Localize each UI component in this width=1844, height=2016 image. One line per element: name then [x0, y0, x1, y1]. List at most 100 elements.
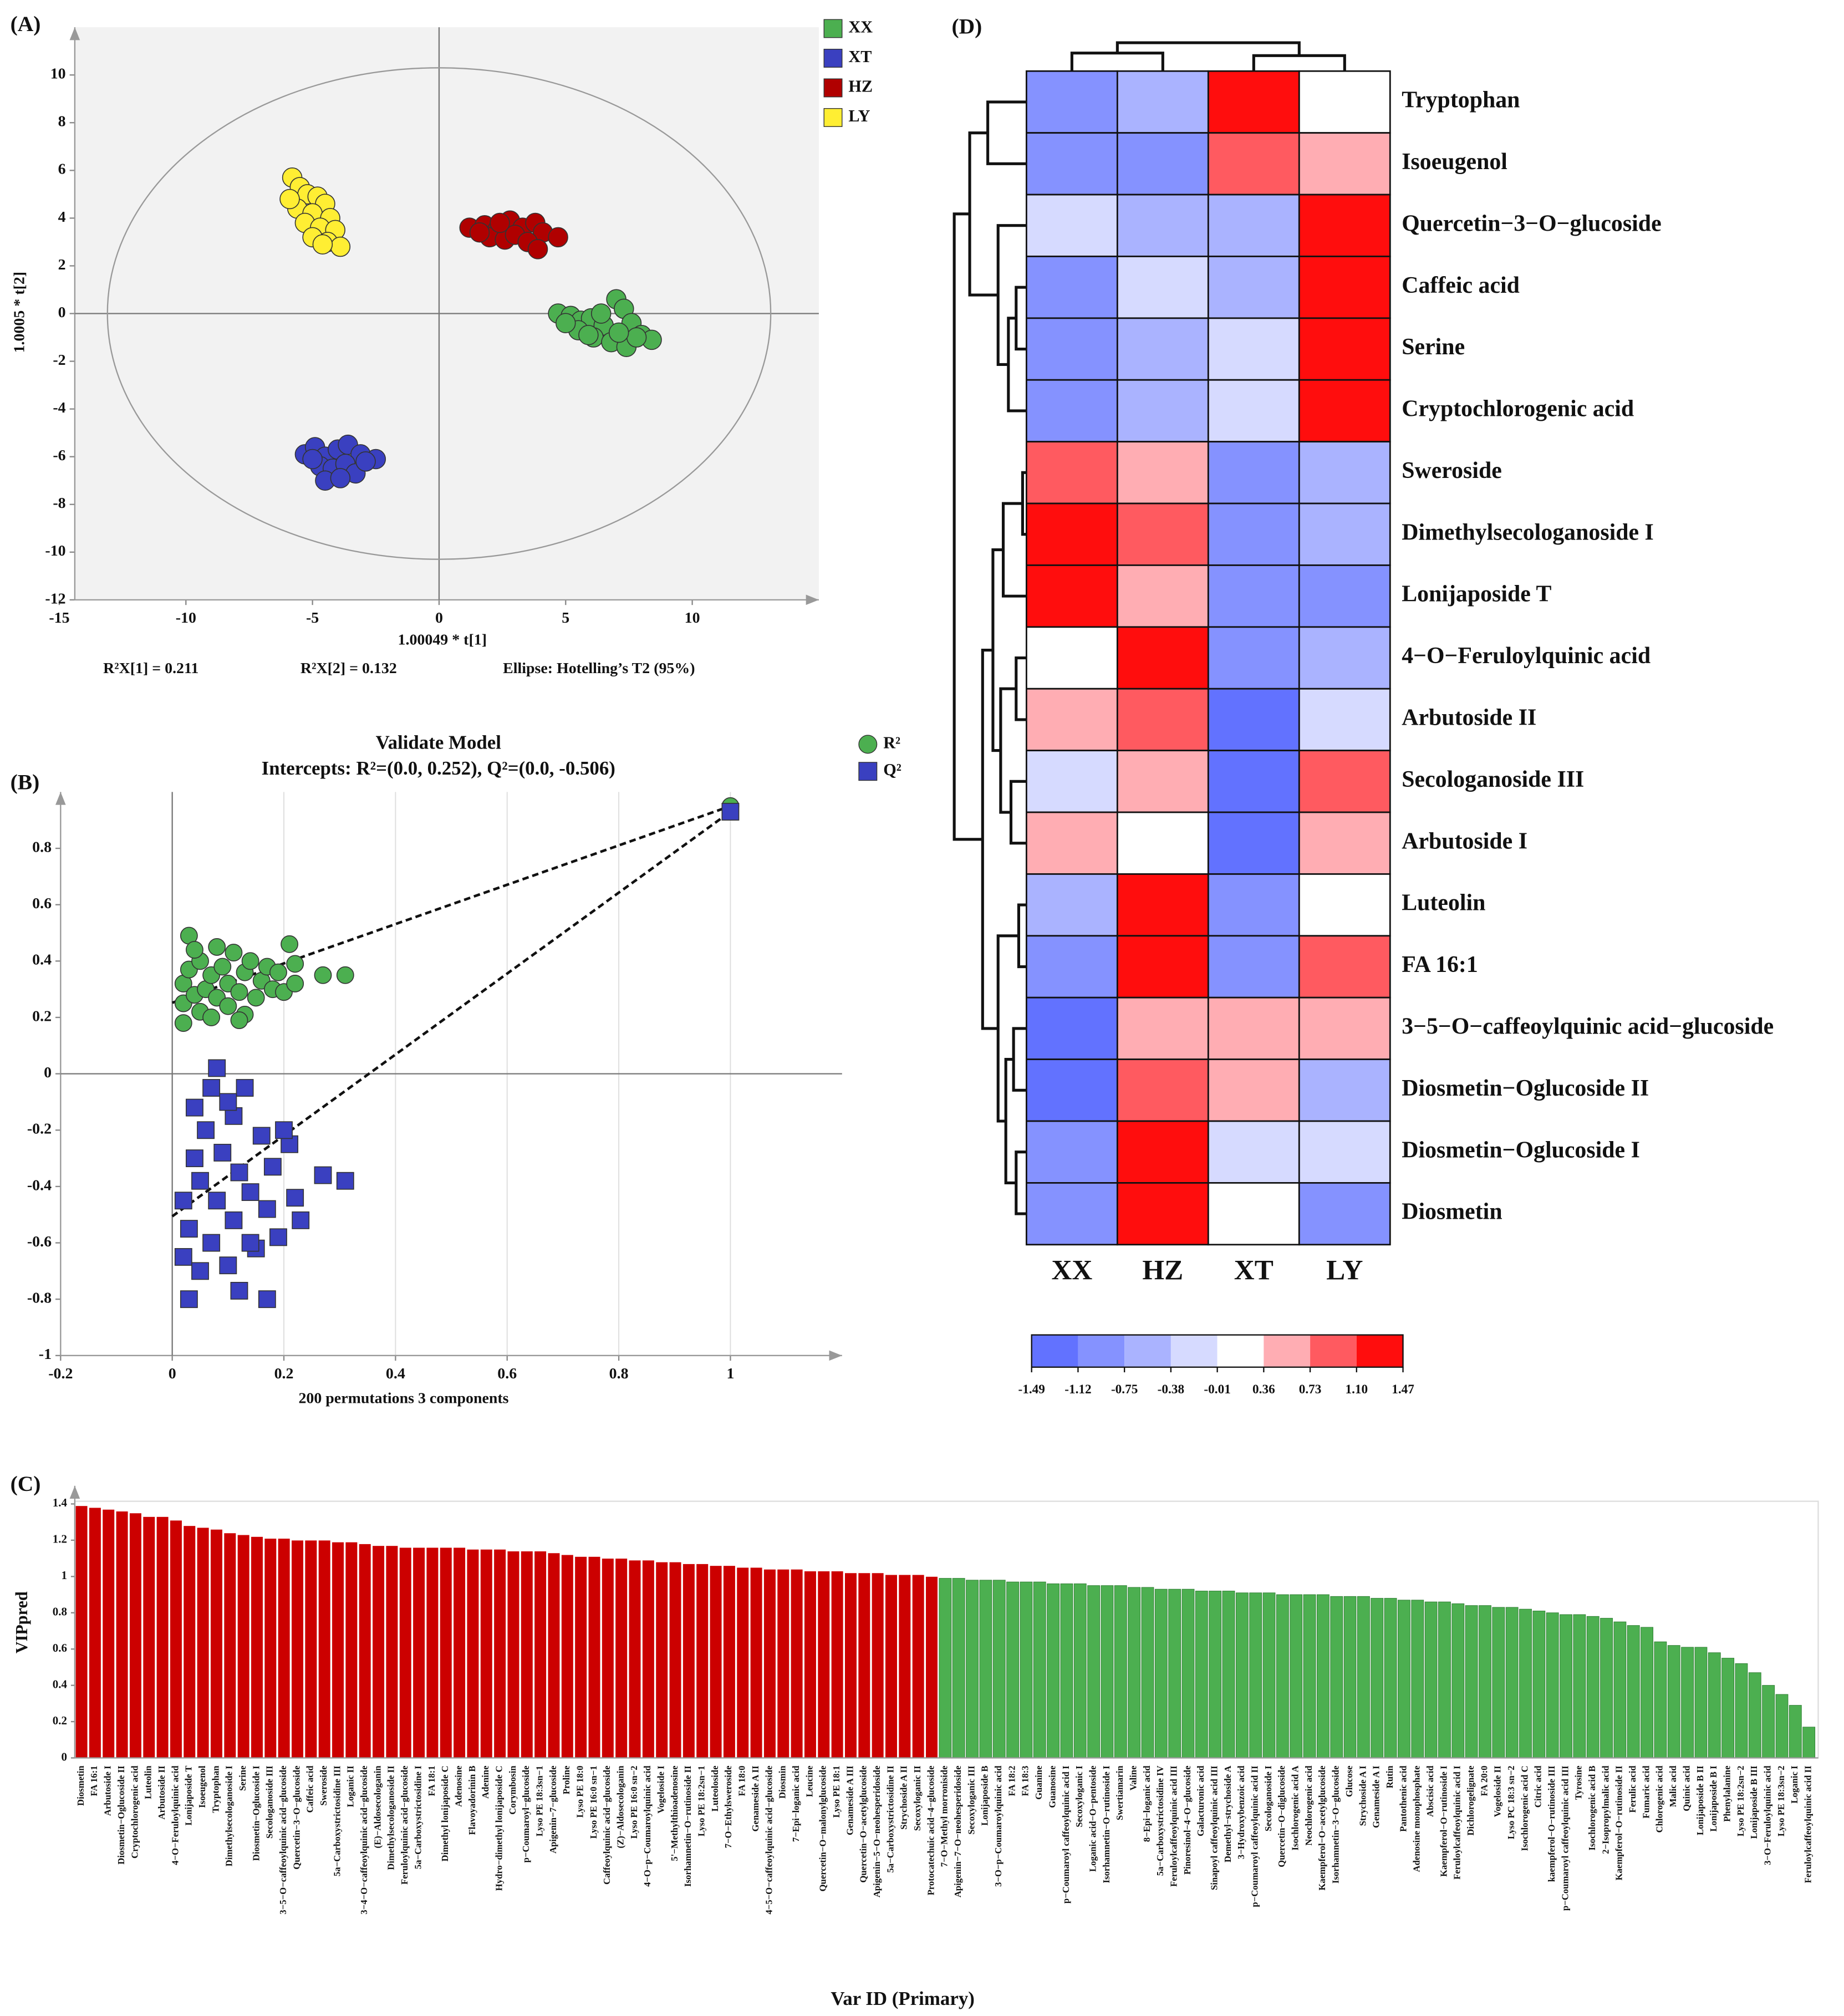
- x-tick-label: Demethyl−strychoside A: [1222, 1765, 1233, 1862]
- legend-label: R²: [883, 733, 900, 752]
- regression-line: [171, 811, 731, 1218]
- y-tick-label: 0.2: [53, 1714, 67, 1727]
- colorbar-tick-label: -1.49: [1018, 1382, 1045, 1397]
- heatmap-cell: [1298, 811, 1391, 875]
- bar: [507, 1551, 520, 1758]
- bar: [480, 1549, 493, 1758]
- y-tick-label: -12: [45, 590, 65, 607]
- x-tick-label: 5: [562, 609, 569, 627]
- x-tick-label: Neochlorogenic acid: [1303, 1765, 1314, 1846]
- row-label: Isoeugenol: [1402, 149, 1507, 175]
- x-tick-label: Malic acid: [1668, 1765, 1678, 1808]
- bar: [709, 1565, 722, 1758]
- heatmap-cell: [1026, 317, 1118, 381]
- hotelling-ellipse: [106, 67, 772, 560]
- row-label: Serine: [1402, 334, 1465, 360]
- x-tick-label: 5a−Carboxystrictosidine I: [412, 1765, 423, 1869]
- point: [191, 1262, 209, 1280]
- point: [186, 1149, 203, 1168]
- x-tick-label: Lyso PE 18:2sn−1: [696, 1765, 707, 1836]
- x-tick-label: Flavoyadorinin B: [467, 1765, 477, 1835]
- heatmap-cell: [1026, 502, 1118, 566]
- point: [336, 966, 354, 984]
- point: [202, 1079, 221, 1097]
- bar: [1411, 1600, 1424, 1758]
- heatmap-cell: [1298, 935, 1391, 999]
- x-tick-label: Loganic I: [1789, 1765, 1800, 1803]
- x-tick-label: Arbutoside II: [156, 1765, 167, 1819]
- bar: [439, 1547, 452, 1758]
- x-tick-label: Caffeoylquinic acid−glucoside: [602, 1765, 612, 1885]
- x-tick-label: Kaempferol−O−acetylglucoside: [1317, 1765, 1327, 1890]
- y-tick-label: 0.6: [32, 895, 52, 912]
- row-label: Sweroside: [1402, 458, 1502, 483]
- x-tick-label: Feruloylcaffeoylquinic acid III: [1168, 1765, 1179, 1886]
- x-tick-label: 0.4: [386, 1365, 405, 1382]
- y-tick-label: 0.6: [53, 1641, 67, 1654]
- x-tick-label: Feruloylquinic acid−glucoside: [399, 1765, 410, 1885]
- bar: [1384, 1598, 1397, 1758]
- point: [314, 1166, 332, 1184]
- x-tick-label: Glucose: [1344, 1765, 1354, 1797]
- point: [213, 1143, 232, 1162]
- bar: [777, 1569, 790, 1758]
- heatmap-cell: [1116, 626, 1209, 690]
- heatmap-cell: [1026, 811, 1118, 875]
- bar: [1222, 1591, 1235, 1758]
- bar: [1505, 1607, 1519, 1758]
- column-label: HZ: [1142, 1255, 1183, 1286]
- heatmap-cell: [1026, 935, 1118, 999]
- bar: [1748, 1672, 1761, 1758]
- x-tick-label: Diosmetin−Oglucoside II: [116, 1765, 126, 1864]
- x-tick-label: Genameside A I: [1371, 1765, 1382, 1828]
- bar: [399, 1547, 412, 1758]
- colorbar-tick-label: 1.47: [1392, 1382, 1414, 1397]
- bar: [1802, 1727, 1816, 1758]
- bar: [1398, 1600, 1410, 1758]
- bar: [1303, 1594, 1316, 1758]
- x-tick-label: -0.2: [48, 1365, 73, 1382]
- heatmap-cell: [1298, 256, 1391, 319]
- point: [247, 989, 265, 1007]
- row-label: Diosmetin: [1402, 1199, 1502, 1225]
- heatmap-cell: [1298, 502, 1391, 566]
- y-tick-label: 1: [61, 1569, 67, 1582]
- legend-swatch: [858, 762, 878, 781]
- bar: [561, 1554, 574, 1758]
- point: [241, 1234, 259, 1252]
- x-axis-label: Var ID (Primary): [831, 1988, 975, 2009]
- heatmap-cell: [1026, 750, 1118, 813]
- x-tick-label: -10: [176, 609, 196, 627]
- x-tick-label: Dimethylsecologanoside II: [386, 1765, 396, 1870]
- point: [230, 1163, 248, 1182]
- bar: [1519, 1608, 1532, 1758]
- heatmap-cell: [1207, 811, 1300, 875]
- bar: [142, 1516, 156, 1758]
- x-tick-label: Protocatechuic acid−4−glucoside: [925, 1765, 936, 1895]
- x-tick-label: Lonijaposide B I: [1708, 1765, 1719, 1831]
- heatmap-cell: [1026, 194, 1118, 257]
- heatmap-cell: [1026, 1182, 1118, 1246]
- point: [556, 313, 576, 333]
- y-tick-label: -6: [53, 447, 65, 464]
- heatmap-cell: [1298, 194, 1391, 257]
- bar: [210, 1529, 223, 1758]
- legend-label: XT: [848, 47, 872, 66]
- x-tick-label: Dimethylsecologanoside I: [224, 1765, 235, 1866]
- x-tick-label: Sweroside: [318, 1765, 329, 1805]
- heatmap-cell: [1298, 626, 1391, 690]
- x-tick-label: 0: [435, 609, 443, 627]
- chart-subtitle: Intercepts: R²=(0.0, 0.252), Q²=(0.0, -0…: [262, 757, 615, 779]
- bar: [251, 1536, 263, 1758]
- bar: [129, 1513, 142, 1758]
- bar: [696, 1563, 709, 1758]
- row-label: Quercetin−3−O−glucoside: [1402, 211, 1661, 236]
- x-tick-label: Luteolin: [143, 1765, 154, 1799]
- x-tick-label: Rutin: [1384, 1765, 1395, 1789]
- row-label: 3−5−O−caffeoylquinic acid−glucoside: [1402, 1014, 1774, 1040]
- x-tick-label: Arbutoside I: [103, 1765, 113, 1816]
- bar: [871, 1572, 884, 1758]
- bar: [547, 1552, 561, 1758]
- heatmap-cell: [1026, 70, 1118, 134]
- heatmap-cell: [1116, 1182, 1209, 1246]
